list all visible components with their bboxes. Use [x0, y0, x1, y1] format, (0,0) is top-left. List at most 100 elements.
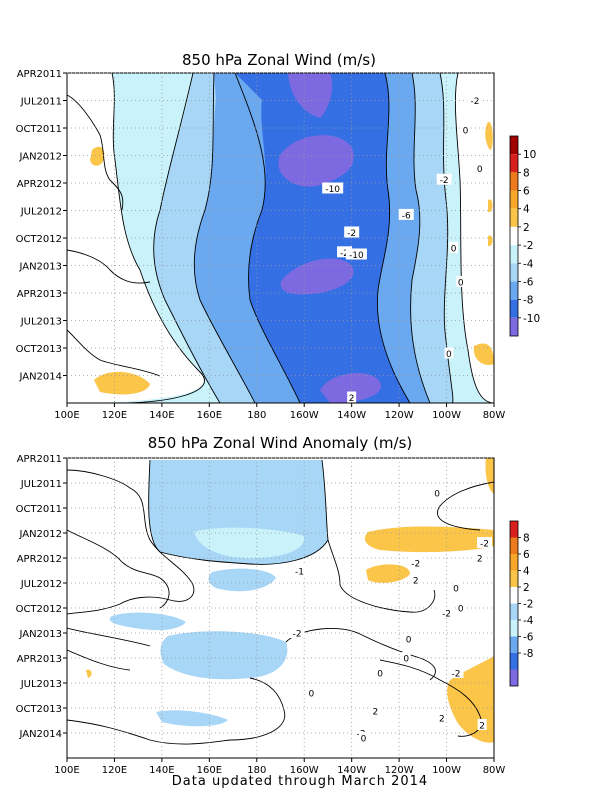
svg-text:2: 2 — [349, 394, 355, 404]
an-x-tick-0: 100E — [54, 758, 80, 776]
an-colorbar-label: 6 — [523, 549, 530, 561]
an-y-tick-label: OCT2012 — [16, 604, 62, 615]
zw-contour-label-7: -2 — [337, 246, 353, 259]
zonal-wind-x-ticks: 100E 120E 140E 160E 180 160W 140W 120W 100W 80W — [54, 403, 505, 421]
svg-text:-6: -6 — [402, 211, 411, 221]
an-y-tick-label: OCT2011 — [16, 504, 62, 515]
zonal-wind-y-ticks: APR2011 JUL2011 OCT2011 JAN2012 APR2012 JUL20… — [16, 69, 67, 383]
an-contour-label-19: 2 — [477, 719, 487, 732]
an-y-tick-7: JAN2013 — [18, 629, 67, 640]
zw-x-tick-label: 120E — [102, 410, 127, 421]
anomaly-title: 850 hPa Zonal Wind Anomaly (m/s) — [148, 434, 413, 452]
an-x-tick-label: 100E — [54, 765, 79, 776]
zw-y-tick-label: APR2012 — [17, 179, 62, 190]
zw-y-tick-7: JAN2013 — [18, 262, 67, 273]
zw-x-tick-9: 80W — [483, 403, 506, 421]
an-contour-label-11: 0 — [401, 652, 411, 665]
an-x-tick-label: 100W — [432, 765, 461, 776]
an-x-tick-1: 120E — [102, 758, 127, 776]
zw-colorbar-label: 2 — [523, 222, 530, 234]
zw-x-tick-6: 140W — [337, 403, 366, 421]
an-y-tick-label: JAN2014 — [18, 729, 62, 740]
an-colorbar-label: -2 — [523, 599, 533, 611]
zw-contour-label-0: -2 — [467, 94, 483, 107]
anomaly-colorbar: 8 6 4 2 -2 -4 -6 -8 — [509, 520, 534, 687]
an-colorbar-label: 8 — [523, 533, 530, 545]
zw-colorbar-swatch — [510, 136, 518, 155]
zonal-wind-title: 850 hPa Zonal Wind (m/s) — [182, 51, 376, 69]
an-x-tick-label: 140W — [337, 765, 366, 776]
zw-contour-label-9: -10 — [345, 248, 367, 261]
an-y-tick-2: OCT2011 — [16, 504, 67, 515]
zw-contour-label-12: 2 — [347, 391, 357, 404]
zw-y-tick-11: JAN2014 — [18, 372, 67, 383]
svg-text:-2: -2 — [293, 630, 302, 640]
an-contour-label-10: 0 — [404, 633, 414, 646]
svg-text:0: 0 — [308, 690, 314, 700]
zw-x-tick-7: 120W — [385, 403, 414, 421]
svg-text:-2: -2 — [442, 610, 451, 620]
zw-x-tick-0: 100E — [54, 403, 80, 421]
an-x-tick-label: 160W — [290, 765, 319, 776]
an-y-tick-6: OCT2012 — [16, 604, 67, 615]
zw-y-tick-label: JAN2014 — [18, 372, 62, 383]
svg-text:-10: -10 — [325, 185, 340, 195]
zw-y-tick-label: APR2013 — [17, 289, 62, 300]
an-colorbar-swatch — [510, 554, 518, 571]
an-x-tick-7: 120W — [385, 758, 414, 776]
svg-text:2: 2 — [439, 715, 445, 725]
zw-y-tick-10: OCT2013 — [16, 344, 67, 355]
zw-y-tick-label: JAN2013 — [18, 262, 62, 273]
zw-contour-label-3: -10 — [322, 182, 344, 195]
svg-text:0: 0 — [434, 490, 440, 500]
zw-colorbar-label: -2 — [523, 240, 533, 252]
an-contour-label-18: 0 — [359, 732, 369, 745]
zw-contour-label-5: -6 — [398, 208, 414, 221]
zw-colorbar-label: -10 — [523, 313, 540, 325]
an-y-tick-label: JAN2012 — [18, 529, 62, 540]
an-contour-label-5: 0 — [451, 582, 461, 595]
svg-text:-2: -2 — [440, 176, 449, 186]
svg-text:0: 0 — [446, 350, 452, 360]
an-colorbar-swatch — [510, 653, 518, 670]
an-y-tick-3: JAN2012 — [18, 529, 67, 540]
an-y-tick-10: OCT2013 — [16, 704, 67, 715]
zw-y-tick-2: OCT2011 — [16, 124, 67, 135]
an-y-tick-1: JUL2011 — [20, 479, 67, 490]
svg-text:-2: -2 — [340, 249, 349, 259]
an-x-tick-2: 140E — [149, 758, 175, 776]
zw-colorbar-label: -6 — [523, 276, 534, 288]
zw-x-tick-2: 140E — [149, 403, 175, 421]
an-contour-label-12: -2 — [448, 667, 464, 680]
an-contour-label-1: -2 — [408, 557, 424, 570]
anomaly-x-ticks: 100E 120E 140E 160E 180 160W 140W 120W 100W 80W — [54, 758, 505, 776]
zw-x-tick-1: 120E — [102, 403, 127, 421]
an-y-tick-5: JUL2012 — [20, 579, 67, 590]
svg-text:0: 0 — [453, 585, 459, 595]
zw-contour-label-10: 0 — [456, 276, 466, 289]
svg-text:0: 0 — [451, 244, 457, 254]
zw-x-tick-4: 180 — [247, 403, 266, 421]
zw-contour-label-4: -2 — [436, 173, 452, 186]
svg-text:2: 2 — [413, 577, 419, 587]
an-contour-label-15: 0 — [306, 687, 316, 700]
an-x-tick-5: 160W — [290, 758, 319, 776]
zw-y-tick-5: JUL2012 — [20, 207, 67, 218]
zw-x-tick-label: 80W — [483, 410, 506, 421]
an-y-tick-4: APR2012 — [17, 554, 67, 565]
zw-colorbar-swatch — [510, 299, 518, 318]
zw-y-tick-8: APR2013 — [17, 289, 67, 300]
an-contour-label-9: -2 — [289, 627, 305, 640]
an-y-tick-label: JAN2013 — [18, 629, 62, 640]
svg-text:2: 2 — [373, 708, 379, 718]
an-y-tick-label: OCT2013 — [16, 704, 62, 715]
an-colorbar-swatch — [510, 570, 518, 587]
svg-text:-2: -2 — [452, 670, 461, 680]
zw-y-tick-3: JAN2012 — [18, 152, 67, 163]
an-colorbar-swatch — [510, 620, 518, 637]
svg-text:0: 0 — [406, 636, 412, 646]
svg-text:0: 0 — [361, 735, 367, 745]
zw-colorbar-swatch — [510, 245, 518, 264]
zonal-wind-panel: 850 hPa Zonal Wind (m/s) — [16, 51, 541, 421]
